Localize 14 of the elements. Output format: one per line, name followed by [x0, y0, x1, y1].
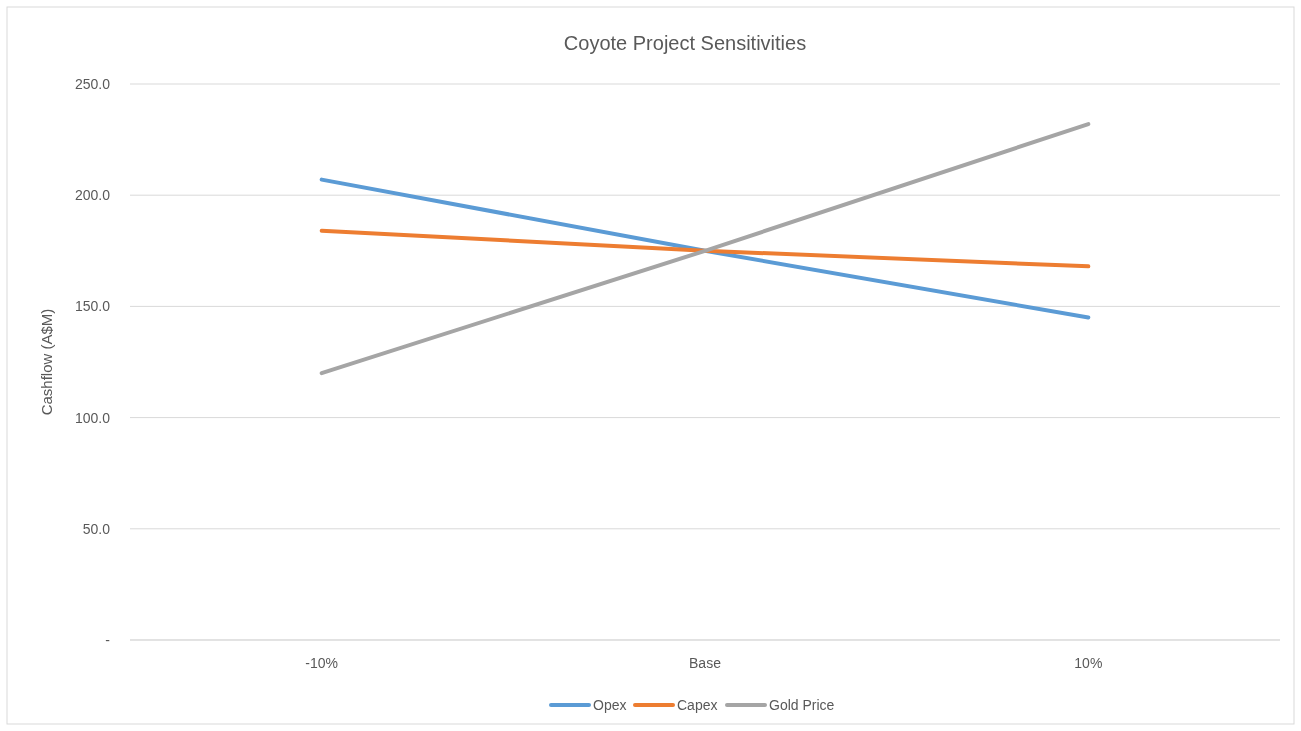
- y-tick-label: 100.0: [74, 409, 111, 426]
- legend-label: Gold Price: [769, 697, 835, 713]
- x-tick-label: 10%: [1074, 655, 1103, 671]
- chart-title: Coyote Project Sensitivities: [563, 32, 807, 54]
- legend-label: Capex: [677, 697, 718, 713]
- x-tick-label: Base: [689, 655, 722, 671]
- legend-label: Opex: [593, 697, 627, 713]
- y-axis-title: Cashflow (A$M): [38, 308, 55, 416]
- y-tick-label: 50.0: [82, 520, 111, 537]
- y-tick-label: 200.0: [74, 187, 111, 204]
- y-tick-label: 250.0: [74, 76, 111, 92]
- x-tick-label: -10%: [305, 655, 339, 671]
- y-tick-label: -: [105, 632, 111, 648]
- y-tick-label: 150.0: [74, 298, 111, 315]
